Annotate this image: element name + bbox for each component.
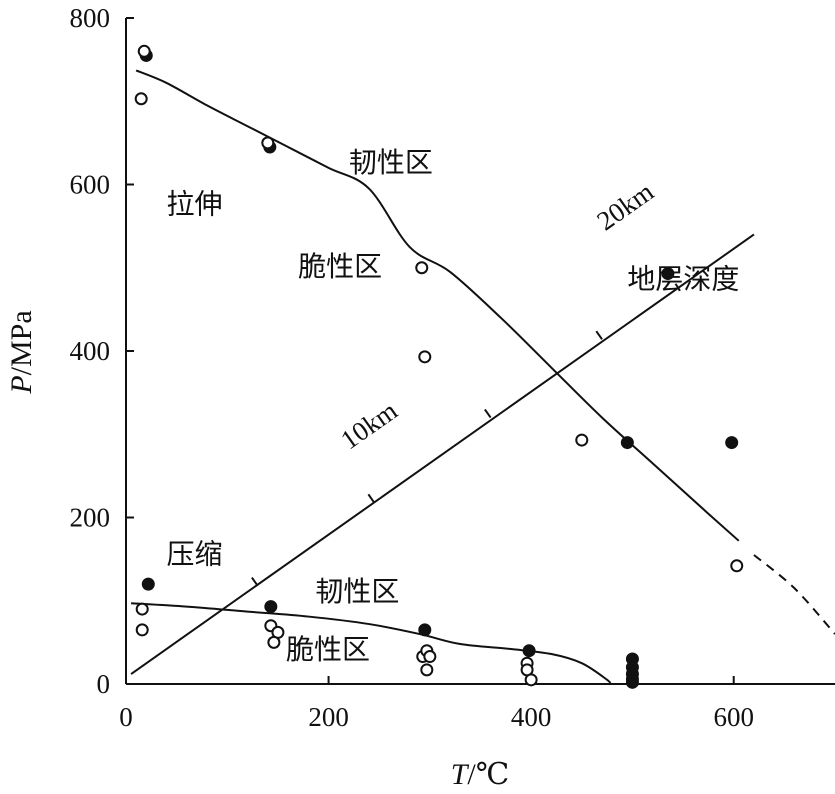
filled-point [661,267,675,281]
open-point [423,650,437,664]
filled-point [625,675,639,689]
filled-point [725,436,739,450]
open-point [415,261,429,275]
depth-label: 20km [591,176,659,236]
open-point [267,635,281,649]
x-axis-var: T [451,758,470,791]
filled-point [264,600,278,614]
y-axis-var: P [5,375,38,394]
open-point [524,673,538,687]
region-label: 地层深度 [627,263,739,296]
filled-point [418,623,432,637]
x-axis-title: T/℃ [451,758,510,791]
x-tick-label: 600 [713,702,754,732]
open-point [420,663,434,677]
x-tick-label: 200 [308,702,349,732]
region-label: 压缩 [167,537,223,570]
open-point [575,433,589,447]
depth-tick [595,330,603,340]
depth-line-group: 10km 20km [130,176,755,675]
boundary-curve-2 [753,554,835,635]
boundary-curve-3 [131,602,612,685]
region-label: 脆性区 [298,250,382,283]
y-tick-label: 600 [70,170,111,200]
y-tick-label: 400 [70,336,111,366]
x-tick-label: 0 [119,702,133,732]
depth-line [130,233,755,675]
data-points [134,44,744,689]
y-axis-separator: / [5,366,38,375]
filled-point [141,577,155,591]
open-point [135,623,149,637]
region-label: 脆性区 [286,633,370,666]
open-point [730,559,744,573]
x-tick-label: 400 [511,702,552,732]
axes: 0 200 400 600 0 200 400 600 800 [70,3,835,732]
x-axis-unit: ℃ [476,758,510,791]
y-tick-label: 200 [70,503,111,533]
open-point [137,44,151,58]
y-tick-label: 800 [70,3,111,33]
filled-point [620,436,634,450]
y-tick-label: 0 [97,669,111,699]
y-axis-title: P/MPa [5,310,38,394]
depth-tick [367,493,375,504]
x-axis-separator: / [467,758,476,791]
region-label: 韧性区 [349,146,433,179]
region-label: 拉伸 [167,188,223,221]
open-point [418,350,432,364]
depth-tick [251,577,259,587]
region-label: 韧性区 [315,575,399,608]
curves [131,69,835,685]
boundary-curve-1 [135,69,740,542]
open-point [134,92,148,106]
filled-point [522,644,536,658]
depth-label: 10km [335,395,403,455]
depth-tick [484,408,492,419]
y-axis-unit: MPa [5,310,38,367]
open-point [261,136,275,150]
open-point [135,602,149,616]
